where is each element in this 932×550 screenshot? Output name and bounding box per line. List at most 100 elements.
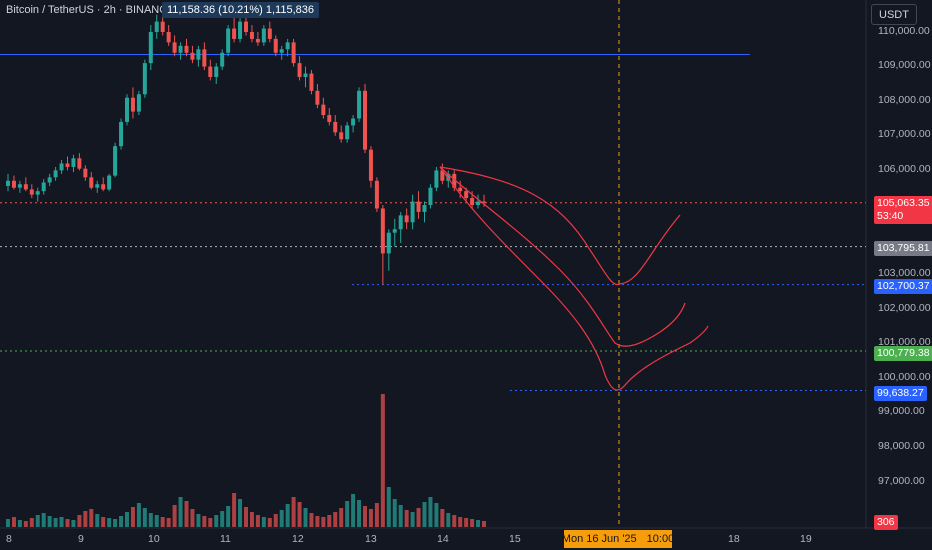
price-label: 97,000.00 [878, 475, 925, 487]
volume-bar [160, 517, 165, 527]
volume-bar [166, 518, 171, 527]
currency-button[interactable]: USDT [871, 4, 917, 25]
time-label: 12 [292, 533, 304, 545]
volume-bar [273, 514, 278, 527]
candle-body [470, 198, 475, 205]
volume-bar [404, 510, 409, 527]
candle-body [458, 187, 463, 192]
time-label: 11 [220, 533, 231, 545]
volume-bar [255, 515, 260, 527]
volume-bar [142, 508, 147, 527]
projection-path-2 [439, 166, 686, 347]
volume-bar [77, 515, 82, 527]
volume-bar [244, 507, 248, 527]
volume-bar [368, 509, 373, 527]
candle-body [267, 28, 272, 39]
candle-body [119, 121, 124, 147]
candle-body [392, 229, 397, 233]
volume-bar [321, 517, 326, 527]
price-label: 99,000.00 [878, 405, 925, 417]
volume-bar [285, 504, 290, 527]
volume-bar [6, 519, 10, 527]
volume-bar [136, 503, 141, 527]
volume-bar [89, 509, 94, 527]
candle-body [130, 97, 135, 112]
candle-body [65, 163, 70, 167]
candle-body [202, 49, 207, 67]
candle-body [410, 201, 415, 223]
volume-bar [398, 505, 403, 527]
crosshair-time: 10:00 [646, 533, 675, 545]
candle-body [190, 52, 195, 60]
candle-body [303, 73, 308, 77]
volume-bar [29, 518, 34, 527]
candlesticks [6, 11, 486, 285]
candle-body [107, 175, 112, 190]
volume-bar [232, 493, 237, 527]
candle-body [196, 49, 201, 60]
volume-bar [279, 510, 284, 527]
volume-bar [482, 521, 486, 527]
volume-bar [71, 520, 76, 527]
price-label: 101,000.00 [878, 336, 931, 348]
volume-bar [101, 517, 106, 527]
candle-body [327, 115, 332, 122]
candle-body [315, 90, 320, 105]
candle-body [380, 208, 385, 254]
current-price-tag: 105,063.35 53:40 [874, 196, 932, 224]
volume-bar [83, 511, 88, 527]
volume-bar [380, 394, 385, 527]
candle-body [113, 146, 118, 176]
price-change-tooltip: 11,158.36 (10.21%) 1,115,836 [162, 2, 319, 18]
candle-body [482, 201, 486, 203]
volume-bar [374, 503, 379, 527]
price-label: 106,000.00 [878, 163, 931, 175]
volume-bar [172, 505, 177, 527]
candle-body [220, 52, 225, 67]
candle-body [357, 90, 362, 119]
candle-body [285, 42, 290, 50]
candle-body [208, 66, 213, 77]
candle-body [345, 125, 350, 140]
candle-body [291, 42, 296, 64]
candle-body [172, 42, 177, 53]
volume-bar [422, 502, 427, 527]
volume-bar [327, 515, 332, 527]
level-tag-green: 100,779.38 [874, 346, 932, 361]
candle-body [374, 180, 379, 209]
candle-body [154, 21, 159, 32]
volume-bar [339, 508, 344, 527]
candle-body [136, 94, 141, 112]
candle-body [321, 104, 326, 116]
candle-body [29, 189, 34, 195]
crosshair-date-tag: Mon 16 Jun '25 10:00 [562, 530, 675, 548]
level-tag-blue: 102,700.37 [874, 279, 932, 294]
candle-body [238, 21, 243, 39]
volume-bar [196, 514, 201, 527]
volume-bar [261, 517, 266, 527]
time-label: 8 [6, 533, 12, 545]
volume-bar [238, 499, 243, 527]
candle-body [428, 187, 433, 205]
volume-bar [345, 501, 350, 527]
time-label: 18 [728, 533, 740, 545]
volume-bar [190, 509, 195, 527]
price-label: 98,000.00 [878, 440, 925, 452]
volume-bar [464, 518, 469, 527]
volume-bar [351, 494, 356, 527]
candle-body [351, 118, 356, 126]
volume-bar [214, 515, 219, 527]
volume-bar [47, 516, 52, 527]
candle-body [95, 184, 100, 188]
volume-bar [11, 517, 16, 527]
horizontal-levels [0, 53, 866, 392]
volume-bar [23, 521, 28, 527]
projection-path-1 [439, 166, 681, 286]
candle-body [363, 90, 367, 150]
candle-body [160, 21, 165, 32]
candle-body [434, 170, 439, 188]
candle-body [83, 168, 88, 178]
volume-bar [202, 516, 207, 527]
candle-body [226, 28, 231, 53]
